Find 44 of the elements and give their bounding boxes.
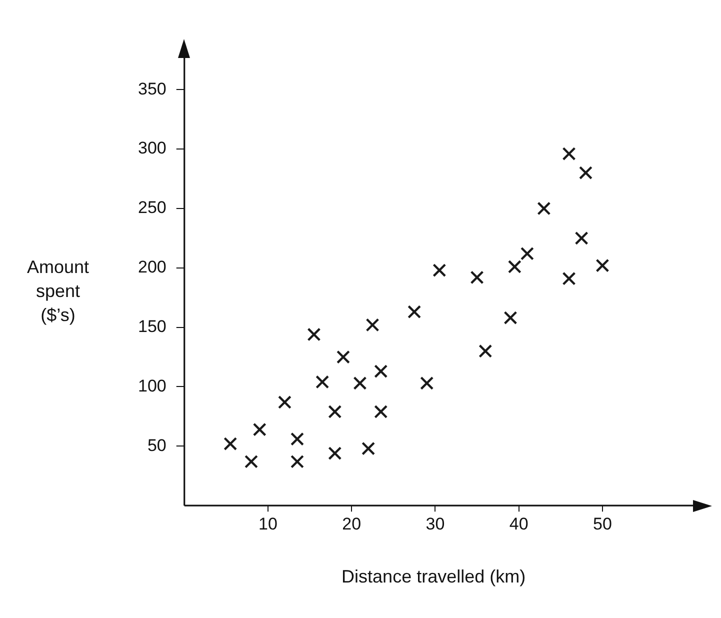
point: [562, 272, 576, 286]
point: [537, 202, 551, 216]
point: [508, 260, 522, 274]
point: [290, 454, 304, 468]
point: [562, 147, 576, 161]
y-tick-label: 50: [147, 436, 166, 455]
point: [374, 364, 388, 378]
point: [574, 231, 588, 245]
x-tick-label: 50: [592, 514, 612, 534]
point: [336, 350, 350, 364]
point: [224, 437, 238, 451]
point: [290, 432, 304, 446]
x-tick-label: 40: [509, 514, 528, 534]
point: [328, 446, 342, 460]
point: [328, 404, 342, 418]
point: [353, 376, 367, 390]
y-tick-label: 300: [138, 138, 166, 158]
point: [420, 376, 434, 390]
point: [366, 318, 380, 332]
point: [504, 311, 518, 325]
y-tick-label: 200: [138, 258, 166, 277]
point: [596, 258, 610, 272]
point: [578, 166, 592, 180]
x-axis-title: Distance travelled (km): [342, 566, 526, 587]
point: [307, 328, 321, 342]
x-tick-label: 10: [258, 514, 278, 534]
x-tick-label: 20: [342, 514, 362, 534]
point: [278, 395, 292, 409]
y-tick-label: 250: [138, 198, 166, 218]
point: [470, 270, 484, 284]
x-tick-label: 30: [426, 514, 445, 534]
point: [316, 375, 330, 389]
point: [374, 404, 388, 418]
y-tick-label: 100: [138, 376, 166, 396]
y-tick-label: 350: [138, 79, 166, 98]
y-tick-label: 150: [138, 317, 166, 336]
point: [478, 344, 492, 358]
point: [520, 246, 534, 260]
y-axis-title: Amount spent ($’s): [26, 256, 90, 325]
point: [362, 442, 376, 456]
point: [432, 264, 446, 278]
point: [244, 454, 258, 468]
point: [408, 305, 422, 319]
point: [252, 422, 266, 436]
